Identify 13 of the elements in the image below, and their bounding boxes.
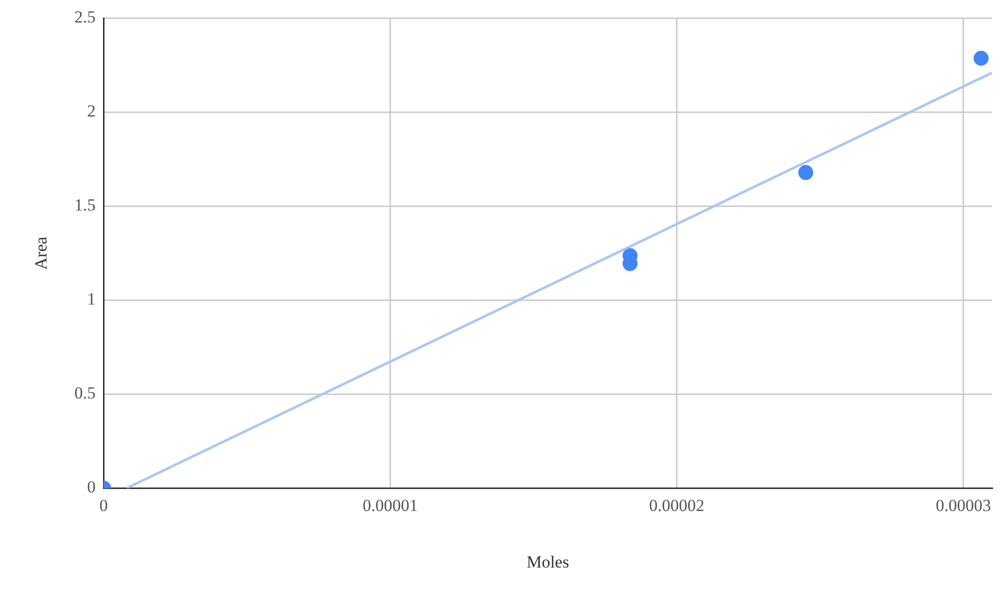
y-tick-label: 0 (87, 478, 96, 497)
y-tick-label: 1 (87, 290, 96, 309)
x-axis-title: Moles (526, 552, 570, 572)
point (798, 165, 814, 180)
y-tick-label: 1.5 (74, 196, 96, 215)
x-tick-label: 0.00003 (936, 496, 991, 515)
y-tick-label: 2.5 (74, 8, 96, 27)
y-tick-label: 0.5 (74, 384, 96, 403)
y-tick-label: 2 (87, 102, 96, 121)
x-tick-label: 0 (99, 496, 108, 515)
x-tick-label: 0.00001 (362, 496, 418, 515)
y-axis-title: Area (32, 236, 51, 270)
x-tick-label: 0.00002 (649, 496, 704, 515)
